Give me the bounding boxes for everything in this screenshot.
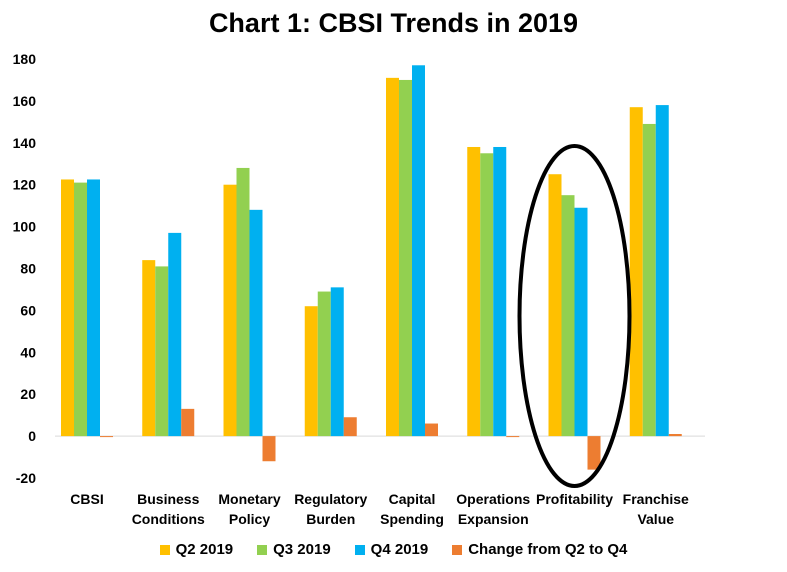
bar	[142, 260, 156, 437]
legend-label: Q4 2019	[370, 541, 429, 558]
bar	[343, 417, 357, 437]
category-label: Profitability	[536, 491, 613, 507]
y-tick-label: 100	[13, 219, 37, 235]
category-label: Conditions	[132, 511, 205, 527]
bar	[236, 167, 250, 437]
category-label: CBSI	[70, 491, 103, 507]
y-tick-label: 140	[13, 135, 37, 151]
bar	[330, 287, 344, 437]
bar	[223, 184, 237, 437]
chart-title: Chart 1: CBSI Trends in 2019	[208, 8, 579, 38]
legend-swatch	[257, 544, 268, 555]
y-tick-label: 120	[13, 177, 37, 193]
bar	[168, 232, 182, 437]
category-label: Monetary	[218, 491, 280, 507]
legend-item: Q3 2019	[257, 541, 331, 558]
bar	[561, 195, 575, 437]
bar	[412, 65, 425, 437]
legend-label: Q2 2019	[175, 541, 234, 558]
y-tick-label: 0	[28, 428, 36, 444]
legend-swatch	[159, 544, 170, 555]
category-label: Operations	[456, 491, 530, 507]
bars	[61, 65, 682, 470]
legend-item: Q2 2019	[159, 541, 234, 558]
bar	[181, 408, 195, 437]
bar	[74, 182, 87, 437]
legend-label: Change from Q2 to Q4	[468, 541, 628, 558]
legend-item: Change from Q2 to Q4	[452, 541, 627, 558]
category-label: Regulatory	[294, 491, 367, 507]
bar	[493, 146, 507, 437]
bar	[262, 436, 276, 462]
x-axis-categories: CBSI Business Conditions Monetary Policy Regu…	[70, 491, 689, 527]
bar	[87, 179, 100, 437]
bar	[399, 79, 412, 437]
legend: Q2 2019 Q3 2019 Q4 2019 Change from Q2 to Q…	[0, 541, 787, 558]
y-tick-label: 160	[13, 93, 37, 109]
category-label: Expansion	[458, 511, 529, 527]
y-tick-label: 40	[20, 344, 36, 360]
highlight-ellipse	[517, 144, 632, 488]
y-axis-ticks: -20 0 20 40 60 80 100 120 140 160 180	[13, 51, 37, 486]
y-tick-label: -20	[16, 470, 36, 486]
bar	[386, 77, 399, 437]
y-tick-label: 60	[20, 302, 36, 318]
bar	[100, 436, 113, 438]
bar	[668, 434, 682, 437]
category-label: Value	[637, 511, 674, 527]
bar	[249, 209, 263, 437]
bar	[642, 123, 656, 437]
category-label: Policy	[229, 511, 270, 527]
category-label: Capital	[389, 491, 436, 507]
category-label: Burden	[306, 511, 355, 527]
bar	[155, 266, 169, 437]
legend-label: Q3 2019	[273, 541, 331, 558]
bar	[655, 105, 669, 437]
bar	[480, 153, 494, 437]
y-tick-label: 20	[20, 386, 36, 402]
bar	[304, 306, 318, 437]
category-label: Business	[137, 491, 199, 507]
y-tick-label: 80	[20, 261, 36, 277]
legend-item: Q4 2019	[354, 541, 429, 558]
bar	[61, 179, 74, 437]
bar	[629, 107, 643, 437]
bar	[574, 207, 588, 437]
y-tick-label: 180	[13, 51, 37, 67]
category-label: Spending	[380, 511, 444, 527]
bar	[425, 423, 438, 437]
bar	[467, 146, 481, 437]
legend-swatch	[452, 544, 463, 555]
bar	[587, 436, 601, 470]
bar	[548, 174, 562, 437]
bar	[506, 436, 520, 438]
legend-swatch	[354, 544, 365, 555]
category-label: Franchise	[623, 491, 689, 507]
bar	[317, 291, 331, 437]
